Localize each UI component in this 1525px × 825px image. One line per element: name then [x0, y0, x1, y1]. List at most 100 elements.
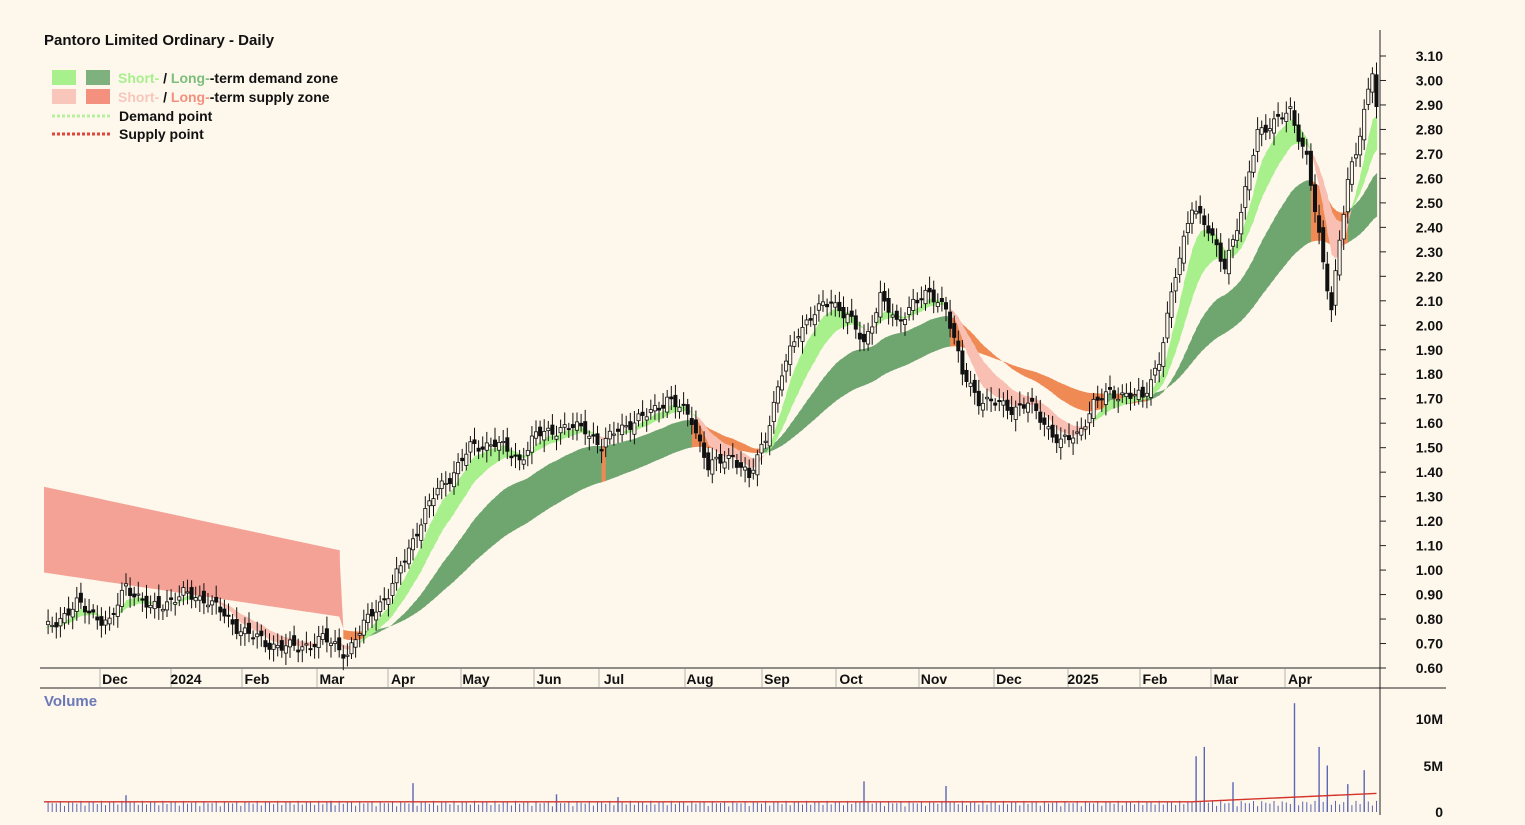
candle-body — [501, 441, 506, 444]
long-term-zone-segment — [339, 550, 344, 639]
long-term-zone-segment — [552, 460, 558, 507]
candle-body — [804, 319, 809, 326]
short-term-zone-segment — [1319, 168, 1324, 209]
short-term-zone-segment — [417, 545, 422, 578]
short-term-zone-segment — [974, 346, 980, 381]
candle-body — [419, 524, 424, 541]
short-term-zone-segment — [1237, 233, 1242, 254]
candle-body — [1185, 223, 1190, 234]
candle-body — [66, 608, 71, 616]
short-term-zone-segment — [613, 434, 619, 437]
short-term-zone-segment — [741, 451, 746, 464]
short-term-zone-segment — [1011, 389, 1017, 407]
candle-body — [1337, 239, 1342, 276]
legend-demand-rest-text: -term demand zone — [210, 70, 339, 86]
long-term-zone-segment — [441, 558, 447, 592]
long-term-zone-segment — [605, 444, 611, 481]
long-term-zone-segment — [1286, 192, 1291, 264]
short-term-zone-segment — [220, 602, 225, 608]
date-tick-label: Mar — [1214, 671, 1239, 687]
candle-body — [509, 455, 514, 459]
short-term-zone-segment — [1372, 115, 1378, 157]
long-term-zone-segment — [113, 501, 119, 584]
long-term-zone-segment — [445, 553, 451, 589]
long-term-zone-segment — [257, 532, 262, 605]
long-term-zone-segment — [1019, 367, 1025, 377]
candle-body — [956, 340, 961, 352]
candle-body — [361, 619, 366, 636]
short-term-zone-segment — [388, 600, 394, 621]
short-term-zone-segment — [1048, 407, 1054, 424]
short-term-zone-segment — [1187, 249, 1193, 312]
short-term-zone-segment — [626, 430, 631, 434]
candle-body — [997, 400, 1002, 403]
candle-body — [976, 390, 981, 407]
long-term-zone-segment — [134, 506, 139, 587]
long-term-zone-segment — [859, 348, 865, 387]
short-term-zone-segment — [1200, 229, 1205, 277]
long-term-zone-segment — [884, 335, 890, 375]
short-term-zone-segment — [1368, 119, 1373, 170]
short-term-zone-segment — [1101, 404, 1107, 417]
candle-body — [759, 443, 764, 454]
long-term-zone-segment — [937, 316, 943, 350]
long-term-zone-segment — [290, 539, 295, 610]
candle-body — [1313, 184, 1318, 213]
long-term-zone-segment — [101, 499, 107, 582]
long-term-zone-segment — [269, 535, 275, 607]
long-term-zone-segment — [1060, 383, 1066, 403]
short-term-zone-segment — [564, 430, 570, 439]
price-tick-label: 2.70 — [1416, 146, 1443, 162]
short-term-zone-segment — [466, 460, 471, 495]
candle-body — [423, 508, 428, 525]
long-term-zone-segment — [1204, 308, 1209, 349]
long-term-zone-segment — [154, 510, 160, 590]
long-term-zone-segment — [1023, 368, 1029, 378]
long-term-zone-segment — [638, 435, 644, 469]
price-tick-label: 0.80 — [1416, 611, 1443, 627]
long-term-zone-segment — [515, 481, 521, 530]
candle-body — [1083, 426, 1088, 430]
candle-body — [636, 413, 641, 422]
candle-body — [669, 396, 674, 400]
long-term-zone-segment — [1241, 272, 1246, 321]
candle-body — [58, 618, 63, 627]
candle-body — [1329, 292, 1334, 311]
long-term-zone-segment — [429, 576, 435, 603]
candle-body — [1222, 258, 1227, 270]
price-tick-label: 1.00 — [1416, 562, 1443, 578]
long-term-zone-segment — [601, 445, 607, 483]
long-term-zone-segment — [917, 324, 922, 360]
candle-body — [1009, 406, 1014, 415]
long-term-zone-segment — [150, 509, 156, 590]
long-term-zone-segment — [622, 440, 627, 475]
long-term-zone-segment — [302, 542, 307, 612]
short-term-zone-segment — [1360, 156, 1365, 193]
long-term-zone-segment — [659, 427, 664, 460]
candle-body — [862, 333, 867, 343]
candle-body — [1005, 399, 1010, 411]
long-term-zone-segment — [1294, 184, 1300, 254]
short-term-zone-segment — [642, 420, 648, 428]
long-term-zone-segment — [1183, 346, 1189, 373]
long-term-zone-segment — [335, 549, 340, 617]
long-term-zone-segment — [158, 511, 164, 591]
long-term-zone-segment — [577, 448, 582, 492]
long-term-zone-segment — [413, 598, 418, 615]
long-term-zone-segment — [1282, 199, 1287, 269]
short-term-zone-segment — [1278, 128, 1283, 166]
long-term-zone-segment — [478, 509, 484, 558]
candle-body — [681, 403, 686, 406]
long-term-zone-segment — [929, 318, 935, 354]
short-term-zone-segment — [765, 445, 771, 455]
candle-body — [349, 642, 354, 655]
legend-short-demand-swatch — [52, 70, 76, 85]
candle-body — [386, 598, 391, 605]
candle-body — [587, 435, 592, 439]
volume-average-line — [44, 792, 1377, 803]
date-tick-label: Jun — [537, 671, 562, 687]
volume-tick-labels: 0 5M 10M — [1416, 711, 1443, 820]
short-term-zone-segment — [240, 614, 246, 625]
long-term-zone-segment — [540, 466, 545, 515]
long-term-zone-segment — [97, 498, 102, 582]
